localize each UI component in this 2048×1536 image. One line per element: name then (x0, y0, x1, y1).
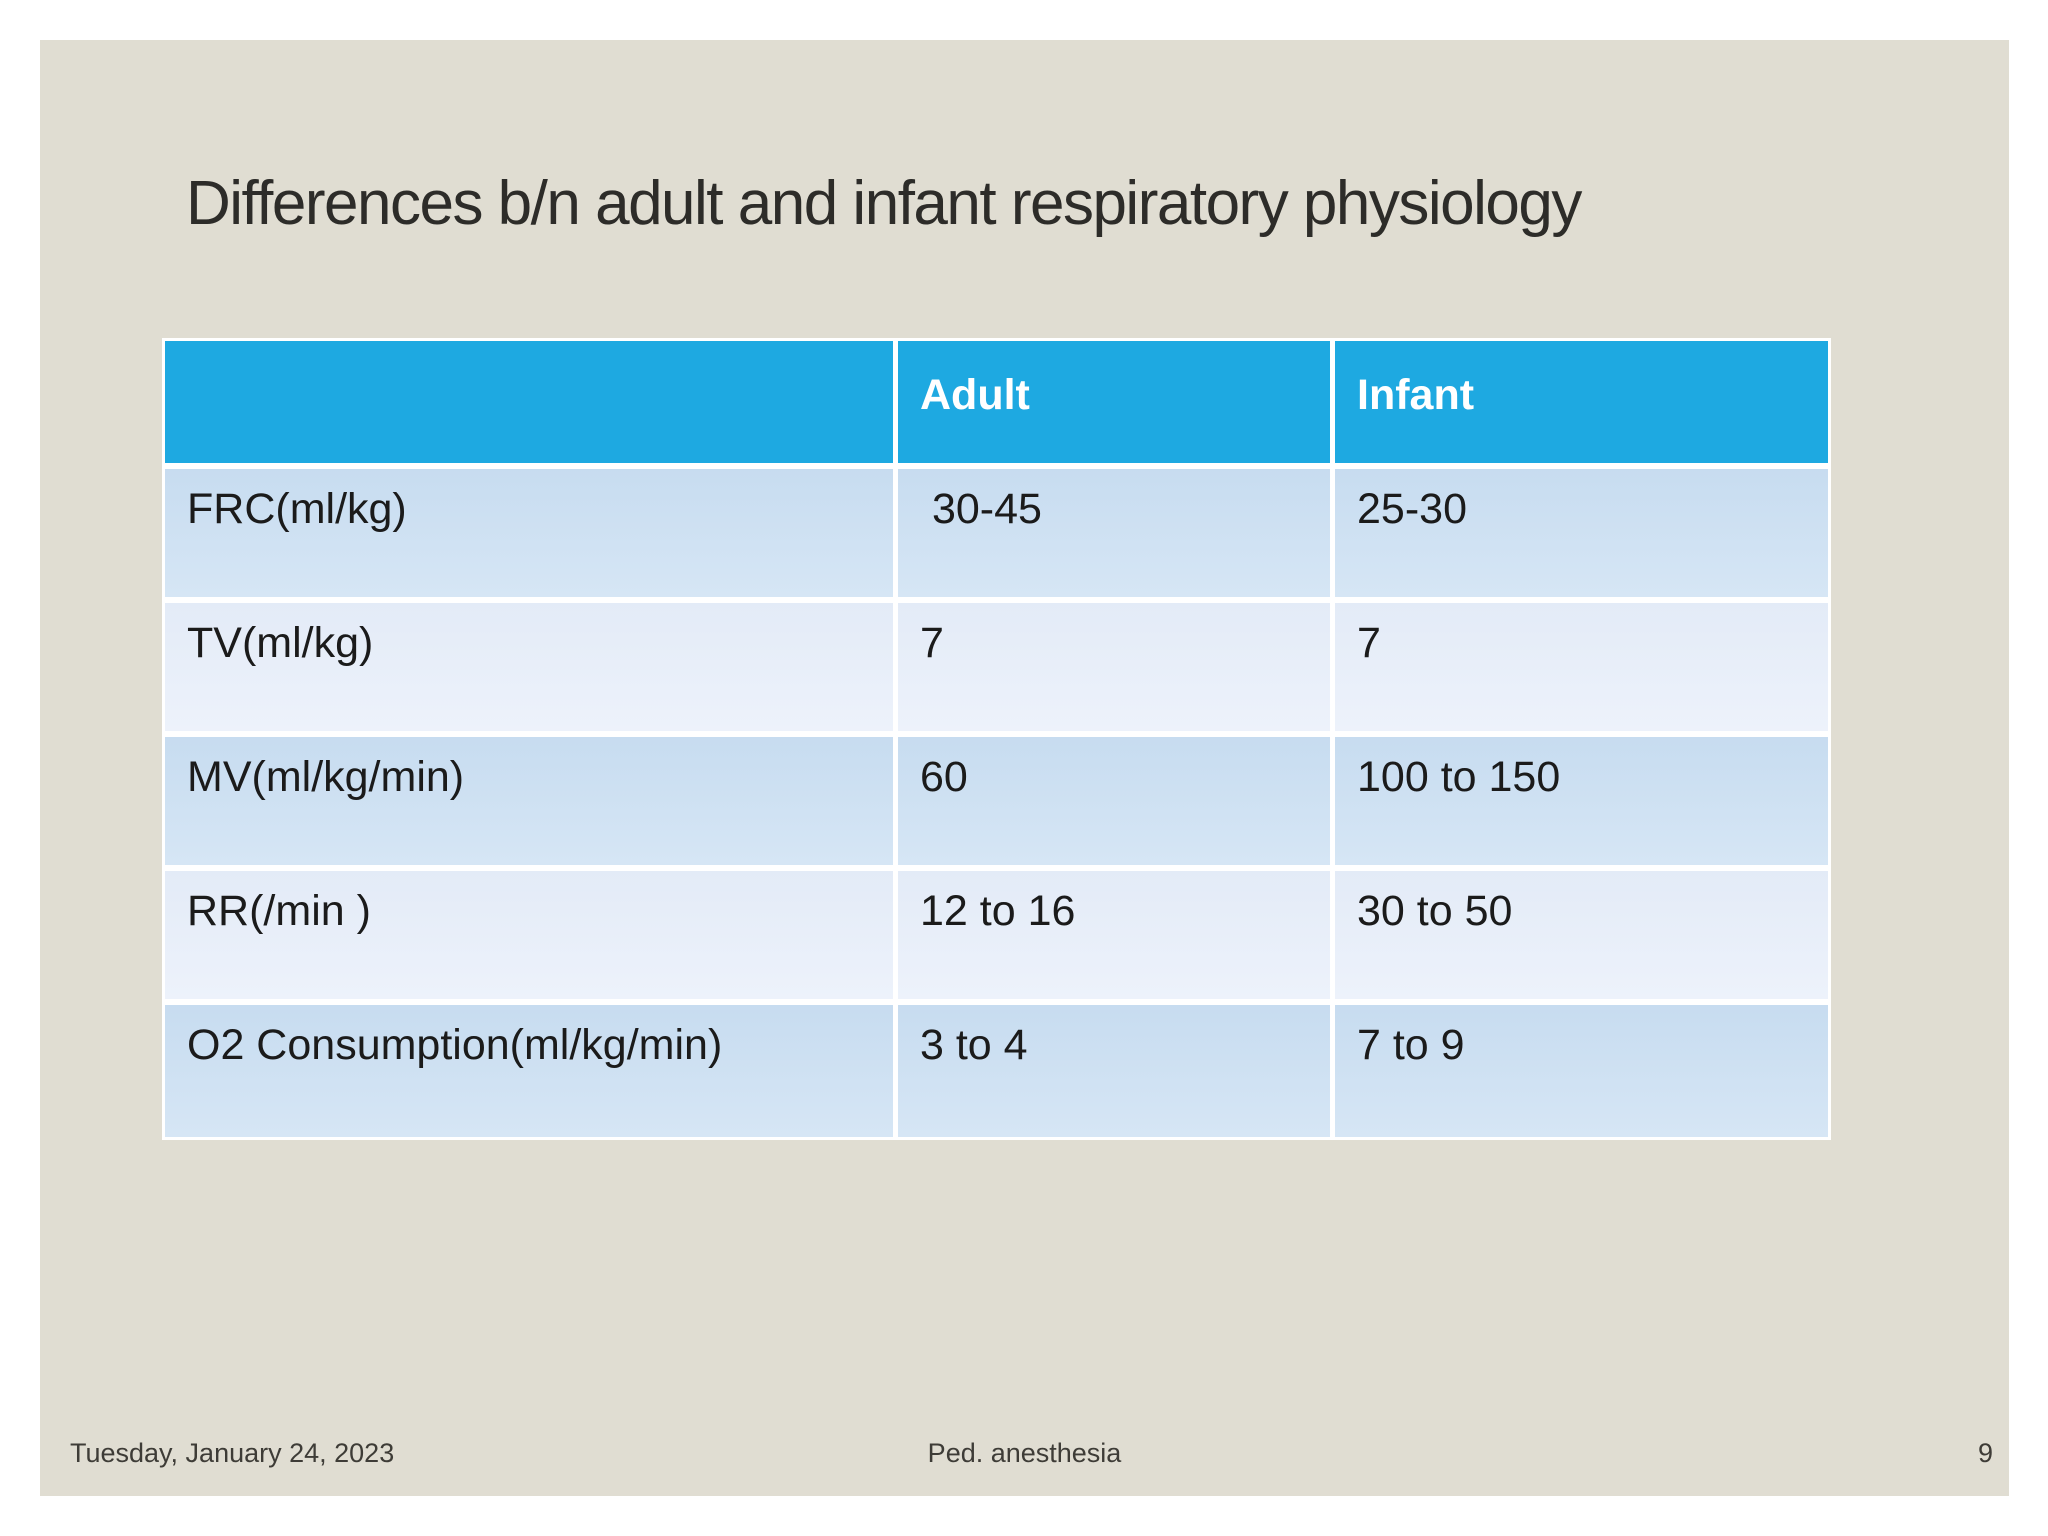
table-cell-tv-infant: 7 (1335, 603, 1828, 731)
footer-topic: Ped. anesthesia (927, 1438, 1122, 1468)
table-cell-frc-infant: 25-30 (1335, 469, 1828, 597)
table-row-label-tv: TV(ml/kg) (165, 603, 893, 731)
table-cell-o2-infant: 7 to 9 (1335, 1005, 1828, 1137)
table-cell-o2-adult: 3 to 4 (898, 1005, 1330, 1137)
table-cell-tv-adult: 7 (898, 603, 1330, 731)
table-cell-rr-adult: 12 to 16 (898, 871, 1330, 999)
table-header-blank (165, 341, 893, 463)
table-cell-mv-adult: 60 (898, 737, 1330, 865)
table-row-label-frc: FRC(ml/kg) (165, 469, 893, 597)
table-cell-mv-infant: 100 to 150 (1335, 737, 1828, 865)
slide: Differences b/n adult and infant respira… (40, 40, 2009, 1496)
table-header-adult: Adult (898, 341, 1330, 463)
table-header-infant: Infant (1335, 341, 1828, 463)
slide-title: Differences b/n adult and infant respira… (186, 169, 1582, 238)
table-row-label-mv: MV(ml/kg/min) (165, 737, 893, 865)
table-row-label-rr: RR(/min ) (165, 871, 893, 999)
footer-date: Tuesday, January 24, 2023 (70, 1438, 395, 1468)
table-cell-frc-adult: 30-45 (898, 469, 1330, 597)
table-cell-rr-infant: 30 to 50 (1335, 871, 1828, 999)
footer-page-number: 9 (1977, 1438, 1993, 1468)
comparison-table: Adult Infant FRC(ml/kg) 30-45 25-30 TV(m… (162, 338, 1831, 1140)
table-row-label-o2: O2 Consumption(ml/kg/min) (165, 1005, 893, 1137)
